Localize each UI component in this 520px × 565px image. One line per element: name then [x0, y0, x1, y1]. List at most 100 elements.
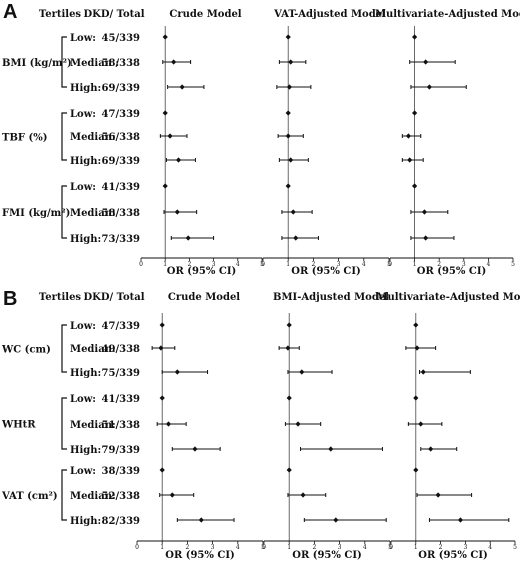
or-point	[328, 446, 334, 452]
or-point	[171, 59, 177, 65]
case-ratio: 69/339	[102, 83, 140, 94]
x-tick-label: 2	[312, 544, 316, 551]
x-tick-label: 4	[236, 261, 240, 268]
or-point	[423, 59, 429, 65]
panel-b: B Tertiles DKD/ Total WC (cm) Low: 47/339 Medi…	[1, 288, 520, 561]
ratio-header: DKD/ Total	[83, 292, 144, 303]
case-ratio: 38/339	[102, 466, 140, 477]
case-ratio: 56/338	[102, 132, 140, 143]
model-plot: Crude Model 0 1 2 3 4 5 OR (95% CI)	[139, 9, 264, 277]
x-tick-label: 3	[462, 261, 466, 268]
or-point	[420, 369, 426, 375]
tertile-label: Median:	[70, 491, 116, 502]
x-tick-label: 4	[362, 261, 366, 268]
x-tick-label: 1	[287, 544, 291, 551]
or-point	[286, 84, 293, 90]
or-point	[185, 235, 191, 241]
case-ratio: 47/339	[102, 109, 140, 120]
model-plot: VAT-Adjusted Model 0 1 2 3 4 5 OR (95% CI)	[261, 9, 391, 277]
case-ratio: 52/338	[102, 491, 140, 502]
or-point	[198, 517, 204, 523]
x-axis-label: OR (95% CI)	[417, 266, 487, 277]
case-ratio: 79/339	[102, 445, 140, 456]
x-axis-label: OR (95% CI)	[291, 266, 361, 277]
or-point	[167, 133, 173, 139]
x-tick-label: 1	[163, 261, 167, 268]
x-axis-label: OR (95% CI)	[292, 550, 362, 561]
or-point	[295, 421, 301, 427]
or-point	[285, 110, 291, 116]
or-point	[293, 235, 299, 241]
x-tick-label: 5	[513, 544, 517, 551]
or-point	[286, 467, 292, 473]
model-title: Multivariate-Adjusted Model	[375, 9, 520, 20]
x-tick-label: 2	[437, 261, 441, 268]
or-point	[162, 110, 168, 116]
tertile-label: High:	[70, 368, 101, 379]
tertile-label: Low:	[70, 182, 96, 193]
x-tick-label: 0	[262, 544, 266, 551]
or-point	[174, 209, 180, 215]
x-tick-label: 2	[439, 544, 443, 551]
model-plot: Multivariate-Adjusted Model 0 1 2 3 4 5 OR (95%…	[375, 9, 520, 277]
group-bracket	[61, 185, 67, 239]
x-tick-label: 4	[363, 544, 367, 551]
model-title: Multivariate-Adjusted Model	[376, 292, 520, 303]
group-label: WHtR	[1, 420, 36, 431]
tertile-label: Low:	[70, 394, 96, 405]
x-tick-label: 3	[212, 261, 216, 268]
case-ratio: 51/338	[102, 420, 140, 431]
or-point	[286, 395, 292, 401]
case-ratio: 69/339	[102, 156, 140, 167]
or-point	[288, 157, 294, 163]
x-tick-label: 5	[260, 261, 264, 268]
x-tick-label: 4	[488, 544, 492, 551]
x-tick-label: 3	[463, 544, 467, 551]
tertile-label: Low:	[70, 33, 96, 44]
x-tick-label: 0	[135, 544, 139, 551]
tertiles-header: Tertiles	[39, 9, 82, 20]
ratio-header: DKD/ Total	[83, 9, 144, 20]
model-title: Crude Model	[168, 292, 240, 303]
or-point	[158, 345, 164, 351]
group-label: BMI (kg/m²)	[2, 58, 72, 69]
group-label: VAT (cm²)	[1, 491, 58, 502]
or-point	[413, 467, 419, 473]
case-ratio: 45/339	[102, 33, 140, 44]
tertile-label: Median:	[70, 208, 116, 219]
model-plot: Crude Model 0 1 2 3 4 5 OR (95% CI)	[135, 292, 265, 561]
or-point	[412, 110, 418, 116]
case-ratio: 47/339	[102, 321, 140, 332]
or-point	[435, 492, 441, 498]
group-bracket	[61, 324, 67, 373]
tertile-label: High:	[70, 156, 101, 167]
model-plot: Multivariate-Adjusted Model 0 1 2 3 4 5 OR (95%…	[376, 292, 520, 561]
x-tick-label: 0	[389, 544, 393, 551]
or-point	[169, 492, 175, 498]
or-point	[175, 157, 182, 163]
model-plot: BMI-Adjusted Model 0 1 2 3 4 5 OR (95% CI)	[262, 292, 392, 561]
or-point	[405, 133, 412, 139]
case-ratio: 73/339	[102, 234, 140, 245]
x-axis-label: OR (95% CI)	[167, 266, 237, 277]
or-point	[413, 322, 419, 328]
x-tick-label: 4	[236, 544, 240, 551]
x-tick-label: 1	[286, 261, 290, 268]
case-ratio: 41/339	[102, 182, 140, 193]
tertile-label: High:	[70, 445, 101, 456]
tertile-label: Median:	[70, 420, 116, 431]
or-point	[423, 235, 429, 241]
or-point	[288, 59, 294, 65]
tertile-label: High:	[70, 234, 101, 245]
x-tick-label: 3	[211, 544, 215, 551]
or-point	[407, 157, 413, 163]
tertiles-header: Tertiles	[39, 292, 82, 303]
model-title: BMI-Adjusted Model	[273, 292, 389, 303]
case-ratio: 82/339	[102, 516, 140, 527]
or-point	[159, 322, 165, 328]
or-point	[426, 84, 432, 90]
or-point	[285, 34, 291, 40]
x-tick-label: 1	[413, 261, 417, 268]
tertile-label: Median:	[70, 344, 116, 355]
